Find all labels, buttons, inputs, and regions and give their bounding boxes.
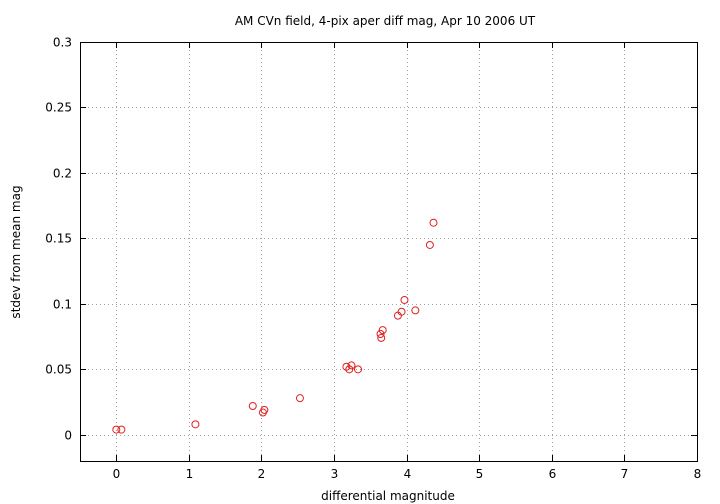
y-tick-label: 0.25 [45,101,72,115]
y-tick-label: 0 [64,429,72,443]
y-tick-label: 0.2 [53,167,72,181]
y-axis-label: stdev from mean mag [9,185,23,318]
data-point [378,326,387,335]
data-point [354,365,363,374]
x-tick-label: 5 [476,467,484,481]
x-tick-label: 3 [331,467,339,481]
data-point [376,329,385,338]
y-tick-label: 0.3 [53,36,72,50]
y-tick-label: 0.15 [45,232,72,246]
x-tick-label: 6 [549,467,557,481]
data-point [260,405,269,414]
data-point [377,333,386,342]
grid-lines [80,42,697,461]
chart-title: AM CVn field, 4-pix aper diff mag, Apr 1… [235,14,536,28]
x-tick-label: 0 [113,467,121,481]
data-point [117,425,126,434]
x-tick-label: 1 [186,467,194,481]
data-point [397,307,406,316]
data-point [295,394,304,403]
data-point [400,295,409,304]
data-point [112,425,121,434]
data-points [112,218,438,434]
data-point [411,306,420,315]
data-point [347,361,356,370]
plot-frame [80,42,698,462]
x-tick-label: 7 [621,467,629,481]
x-tick-label: 2 [258,467,266,481]
y-tick-label: 0.05 [45,363,72,377]
y-tick-label: 0.1 [53,298,72,312]
x-tick-label: 4 [404,467,412,481]
x-axis-label: differential magnitude [321,489,455,503]
data-point [429,218,438,227]
data-point [248,402,257,411]
data-point [191,420,200,429]
data-point [342,362,351,371]
x-tick-label: 8 [694,467,702,481]
data-point [425,240,434,249]
data-point [345,365,354,374]
axis-ticks: 0 1 2 3 4 5 6 7 8 0 0.05 0.1 0.15 0.2 0.25 0.3 [45,36,701,482]
